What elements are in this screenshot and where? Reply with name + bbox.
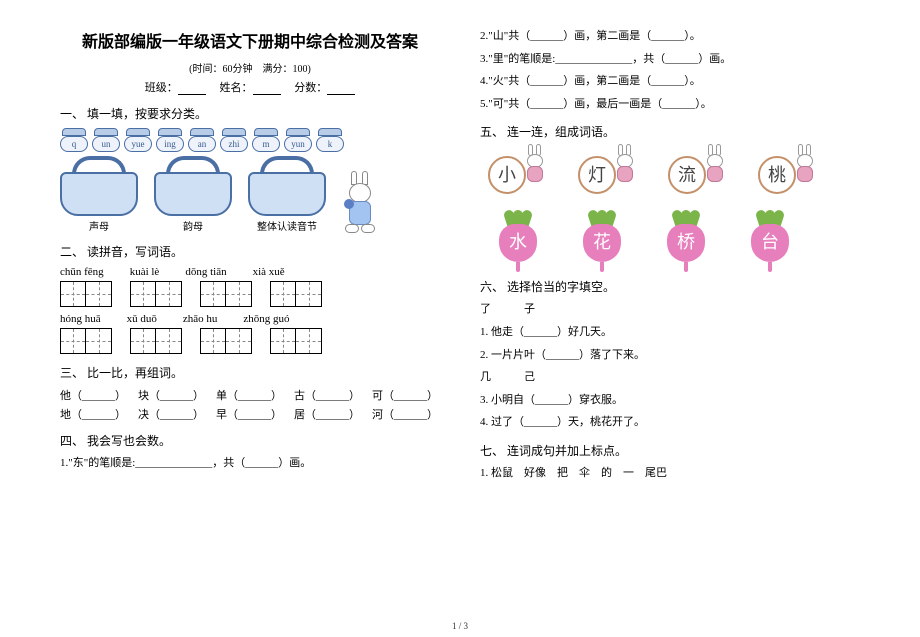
ex5-heading: 五、 连一连，组成词语。 [480, 123, 860, 140]
radish: 台 [748, 210, 792, 268]
pinyin-card: an [188, 128, 216, 152]
ex4-q2: 2."山"共（______）画，第二画是（______）。 [480, 28, 860, 46]
pinyin-card: ing [156, 128, 184, 152]
tzg-row [60, 328, 440, 354]
tzg-row [60, 281, 440, 307]
pinyin-card: un [92, 128, 120, 152]
info-line: 班级： 姓名： 分数： [60, 79, 440, 95]
ex7-heading: 七、 连词成句并加上标点。 [480, 442, 860, 459]
pinyin-card: yue [124, 128, 152, 152]
name-label: 姓名： [220, 82, 253, 94]
page-footer: 1 / 3 [0, 621, 920, 631]
ex6-q1: 1. 他走（______）好几天。 [480, 324, 860, 342]
radish: 水 [496, 210, 540, 268]
ex2-heading: 二、 读拼音，写词语。 [60, 243, 440, 260]
pinyin-labels: chūn fēng kuài lè dōng tiān xià xuě [60, 266, 440, 278]
title: 新版部编版一年级语文下册期中综合检测及答案 [60, 28, 440, 52]
pinyin-labels: hóng huā xǔ duō zhāo hu zhōng guó [60, 313, 440, 325]
ex3-heading: 三、 比一比，再组词。 [60, 364, 440, 381]
ex6-q3: 3. 小明自（______）穿衣服。 [480, 392, 860, 410]
ex4-q5: 5."可"共（______）画，最后一画是（______）。 [480, 96, 860, 114]
class-label: 班级： [145, 82, 178, 94]
ex4-q4: 4."火"共（______）画，第二画是（______）。 [480, 73, 860, 91]
pinyin-card: zhi [220, 128, 248, 152]
ex6-q2: 2. 一片片叶（______）落了下来。 [480, 347, 860, 365]
ex6-heading: 六、 选择恰当的字填空。 [480, 278, 860, 295]
pinyin-card: q [60, 128, 88, 152]
score-label: 分数： [294, 82, 327, 94]
basket: 声母 [60, 156, 138, 233]
ex1-heading: 一、 填一填，按要求分类。 [60, 105, 440, 122]
basket-row: 声母 韵母 整体认读音节 [60, 156, 440, 233]
radish: 花 [580, 210, 624, 268]
ex4-heading: 四、 我会写也会数。 [60, 432, 440, 449]
ex5-top-row: 小 灯 流 桃 [480, 146, 860, 198]
ex5-bottom-row: 水 花 桥 台 [480, 210, 860, 268]
radish: 桥 [664, 210, 708, 268]
pinyin-cards: q un yue ing an zhi m yun k [60, 128, 440, 152]
char-bunny: 灯 [578, 146, 638, 198]
bunny-icon [342, 177, 378, 233]
ex6-q4: 4. 过了（______）天，桃花开了。 [480, 414, 860, 432]
right-column: 2."山"共（______）画，第二画是（______）。 3."里"的笔顺是:… [480, 28, 860, 488]
ex3-row2: 地（______） 决（______） 早（______） 居（______） … [60, 406, 440, 422]
subtitle: (时间：60分钟 满分：100) [60, 60, 440, 75]
pinyin-card: yun [284, 128, 312, 152]
ex4-q3: 3."里"的笔顺是:______________，共（______）画。 [480, 51, 860, 69]
basket: 韵母 [154, 156, 232, 233]
left-column: 新版部编版一年级语文下册期中综合检测及答案 (时间：60分钟 满分：100) 班… [60, 28, 440, 488]
ex6-pair1: 了 子 [480, 301, 860, 319]
basket: 整体认读音节 [248, 156, 326, 233]
ex6-pair2: 几 己 [480, 369, 860, 387]
ex7-q1: 1. 松鼠 好像 把 伞 的 一 尾巴 [480, 465, 860, 483]
pinyin-card: k [316, 128, 344, 152]
ex4-q1: 1."东"的笔顺是:______________，共（______）画。 [60, 455, 440, 473]
char-bunny: 桃 [758, 146, 818, 198]
char-bunny: 流 [668, 146, 728, 198]
ex3-row1: 他（______） 块（______） 单（______） 古（______） … [60, 387, 440, 403]
char-bunny: 小 [488, 146, 548, 198]
pinyin-card: m [252, 128, 280, 152]
